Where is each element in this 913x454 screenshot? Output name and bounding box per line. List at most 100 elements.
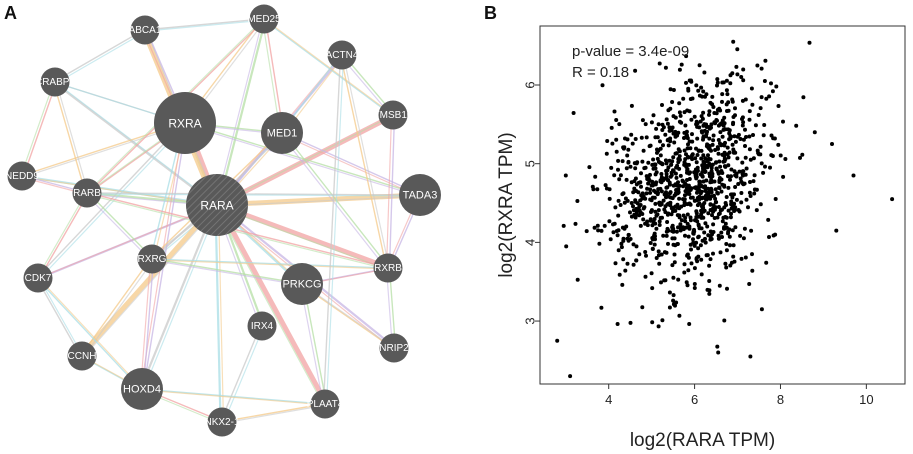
scatter-point bbox=[648, 190, 653, 195]
scatter-point bbox=[698, 243, 703, 248]
scatter-point bbox=[590, 184, 595, 189]
scatter-point bbox=[664, 233, 669, 238]
x-tick-label: 10 bbox=[859, 392, 873, 407]
scatter-point bbox=[652, 195, 657, 200]
scatter-point bbox=[675, 133, 680, 138]
scatter-point bbox=[642, 205, 647, 210]
scatter-point bbox=[666, 137, 671, 142]
scatter-point bbox=[781, 119, 785, 124]
scatter-point bbox=[720, 92, 725, 97]
node-label-abca1: ABCA1 bbox=[129, 25, 162, 36]
scatter-point bbox=[746, 205, 750, 210]
scatter-point bbox=[668, 87, 673, 92]
scatter-point bbox=[692, 185, 697, 190]
scatter-point bbox=[622, 200, 627, 205]
scatter-point bbox=[685, 178, 689, 182]
panel-b-letter: B bbox=[484, 3, 497, 23]
scatter-point bbox=[733, 173, 738, 178]
scatter-point bbox=[726, 155, 731, 160]
scatter-point bbox=[639, 184, 643, 189]
scatter-point bbox=[723, 157, 728, 162]
scatter-point bbox=[731, 254, 736, 259]
scatter-point bbox=[733, 150, 738, 155]
node-rxra bbox=[154, 92, 216, 154]
network-edge-secondary-rxrg-prkcg bbox=[150, 259, 301, 286]
node-label-rara: RARA bbox=[200, 199, 233, 213]
scatter-point bbox=[724, 248, 729, 253]
scatter-point bbox=[716, 151, 721, 156]
scatter-point bbox=[747, 282, 752, 286]
node-tada3 bbox=[399, 174, 441, 216]
scatter-point bbox=[776, 142, 781, 147]
scatter-point bbox=[794, 123, 799, 128]
scatter-point bbox=[724, 88, 729, 93]
network-edge-med25-tmsb10 bbox=[262, 18, 392, 116]
scatter-point bbox=[634, 161, 639, 166]
scatter-point bbox=[654, 213, 659, 218]
scatter-point bbox=[683, 123, 688, 128]
scatter-point bbox=[716, 236, 721, 241]
network-edge-rxrg-hoxd4 bbox=[142, 258, 155, 390]
scatter-point bbox=[633, 137, 638, 141]
scatter-point bbox=[648, 143, 653, 148]
scatter-point bbox=[616, 167, 620, 172]
scatter-point bbox=[709, 165, 714, 170]
scatter-point bbox=[699, 156, 704, 161]
scatter-point bbox=[671, 88, 676, 92]
scatter-point bbox=[604, 151, 609, 156]
scatter-point bbox=[681, 184, 686, 189]
scatter-point bbox=[667, 191, 672, 196]
scatter-point bbox=[694, 209, 699, 214]
scatter-point bbox=[684, 54, 689, 59]
scatter-point bbox=[682, 193, 687, 198]
scatter-point bbox=[701, 184, 706, 189]
scatter-point bbox=[676, 225, 680, 230]
gene-network: RXRA RARA MED25 ABCA1 ACTN4 CRABP2 TMSB10 MED1 N… bbox=[5, 4, 441, 437]
scatter-point bbox=[710, 94, 715, 99]
scatter-point bbox=[727, 137, 732, 142]
scatter-point bbox=[670, 125, 675, 130]
network-edge-secondary-nkx2-1-plaat4 bbox=[223, 404, 327, 424]
network-edge-secondary-irx4-nkx2-1 bbox=[222, 326, 265, 424]
scatter-point bbox=[725, 152, 730, 157]
node-label-nrip2: NRIP2 bbox=[379, 343, 409, 354]
scatter-point bbox=[595, 223, 600, 228]
scatter-point bbox=[731, 147, 736, 152]
network-edge-secondary-rxrg-ccnh bbox=[83, 259, 154, 358]
scatter-point bbox=[723, 221, 728, 226]
scatter-point bbox=[657, 261, 662, 266]
node-ccnh bbox=[67, 341, 97, 371]
scatter-point bbox=[756, 152, 761, 157]
scatter-point bbox=[696, 214, 701, 219]
network-edge-secondary-rarb-rxrg bbox=[85, 193, 151, 261]
scatter-point bbox=[656, 187, 661, 192]
scatter-point bbox=[773, 197, 778, 201]
scatter-point bbox=[685, 185, 690, 190]
scatter-point bbox=[653, 201, 658, 206]
scatter-point bbox=[681, 179, 686, 184]
scatter-point bbox=[727, 128, 732, 133]
scatter-point bbox=[650, 223, 655, 228]
scatter-point bbox=[692, 114, 697, 119]
scatter-point bbox=[722, 318, 727, 323]
scatter-point bbox=[719, 189, 724, 194]
scatter-point bbox=[638, 223, 643, 228]
scatter-point bbox=[575, 199, 580, 203]
scatter-point bbox=[667, 128, 672, 133]
scatter-point bbox=[646, 160, 651, 165]
node-nkx2-1 bbox=[207, 407, 237, 437]
scatter-point bbox=[614, 137, 619, 142]
scatter-point bbox=[723, 201, 728, 205]
scatter-point bbox=[725, 145, 730, 150]
scatter-point bbox=[677, 101, 682, 106]
scatter-point bbox=[687, 322, 692, 326]
network-edge-med25-abca1 bbox=[143, 18, 263, 31]
scatter-point bbox=[738, 137, 743, 141]
scatter-point bbox=[655, 156, 660, 161]
scatter-point bbox=[656, 253, 661, 258]
scatter-point bbox=[763, 58, 768, 63]
scatter-point bbox=[699, 272, 704, 277]
scatter-point bbox=[733, 185, 738, 189]
scatter-point bbox=[744, 135, 748, 139]
scatter-point bbox=[640, 159, 645, 164]
